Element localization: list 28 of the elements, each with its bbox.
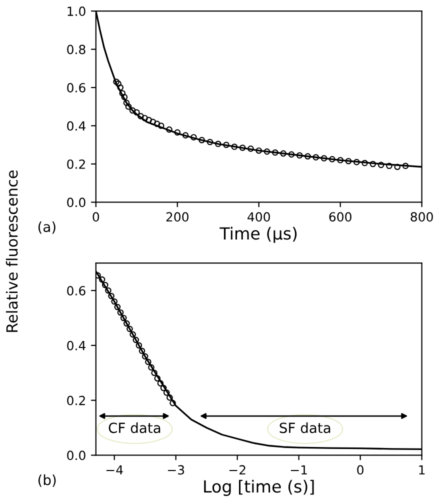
- y-tick-label: 0.0: [67, 198, 86, 208]
- x-tick-label: 0: [92, 212, 100, 222]
- y-axis-title: Relative fluorescence: [6, 170, 18, 332]
- y-tick-label: 0.6: [67, 82, 86, 92]
- y-tick-label: 0.4: [67, 121, 86, 131]
- y-tick-label: 0.2: [67, 159, 85, 169]
- text: (a): [38, 221, 56, 234]
- text: (b): [38, 474, 56, 487]
- y-tick-label: 0.6: [67, 286, 86, 296]
- x-axis-title: Log [time (s)]: [204, 480, 314, 496]
- x-tick-label: 200: [166, 212, 188, 222]
- x-axis-title: Time (µs): [220, 226, 297, 243]
- annotation: SF data: [280, 422, 330, 434]
- y-tick-label: 0.2: [67, 396, 85, 406]
- y-tick-label: 0.8: [67, 44, 86, 54]
- x-tick-label: −1: [290, 465, 307, 474]
- x-tick-label: −2: [229, 465, 246, 474]
- x-tick-label: 0: [357, 465, 364, 475]
- y-tick-label: 0.0: [67, 450, 86, 460]
- annotation: CF data: [108, 422, 160, 434]
- x-tick-label: −4: [106, 465, 123, 474]
- y-tick-label: 1.0: [68, 6, 86, 16]
- y-tick-label: 0.4: [67, 340, 86, 350]
- x-tick-label: 800: [410, 212, 433, 222]
- x-tick-label: −3: [168, 465, 184, 475]
- x-tick-label: 1: [419, 465, 425, 474]
- x-tick-label: 600: [329, 212, 352, 222]
- x-tick-label: 400: [248, 212, 270, 222]
